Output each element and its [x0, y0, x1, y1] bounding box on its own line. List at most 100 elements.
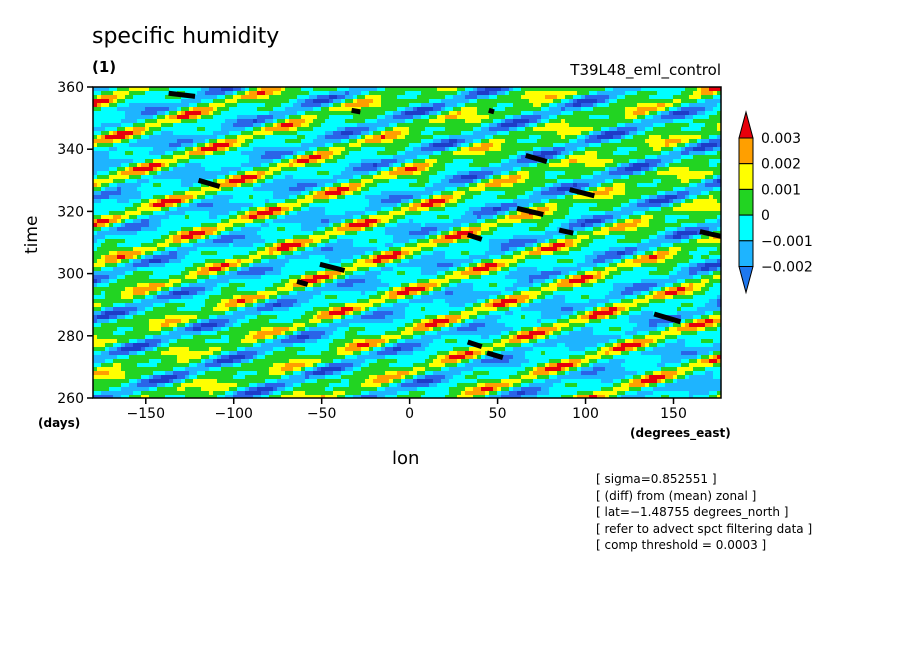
heatmap-cell: [709, 191, 713, 195]
heatmap-cell: [285, 127, 289, 131]
heatmap-cell: [261, 187, 265, 191]
heatmap-cell: [677, 111, 681, 115]
heatmap-cell: [613, 175, 617, 179]
heatmap-cell: [621, 147, 625, 151]
heatmap-cell: [157, 147, 161, 151]
heatmap-cell: [329, 175, 333, 179]
heatmap-cell: [645, 91, 649, 95]
heatmap-cell: [213, 127, 217, 131]
heatmap-cell: [429, 211, 433, 215]
heatmap-cell: [341, 167, 345, 171]
heatmap-cell: [457, 111, 461, 115]
heatmap-cell: [549, 167, 553, 171]
heatmap-cell: [497, 207, 501, 211]
heatmap-cell: [617, 123, 621, 127]
heatmap-cell: [225, 183, 229, 187]
heatmap-cell: [593, 171, 597, 175]
chart-subtitle: (1): [92, 58, 117, 76]
heatmap-cell: [321, 199, 325, 203]
heatmap-cell: [425, 111, 429, 115]
heatmap-cell: [485, 115, 489, 119]
heatmap-cell: [109, 103, 113, 107]
heatmap-cell: [345, 163, 349, 167]
heatmap-cell: [705, 171, 709, 175]
heatmap-cell: [137, 183, 141, 187]
heatmap-cell: [593, 195, 597, 199]
heatmap-cell: [465, 111, 469, 115]
heatmap-cell: [369, 159, 373, 163]
heatmap-cell: [581, 167, 585, 171]
heatmap-cell: [413, 203, 417, 207]
heatmap-cell: [189, 139, 193, 143]
heatmap-cell: [97, 171, 101, 175]
heatmap-cell: [549, 87, 553, 91]
heatmap-cell: [593, 87, 597, 91]
heatmap-cell: [541, 119, 545, 123]
heatmap-cell: [145, 151, 149, 155]
heatmap-cell: [217, 123, 221, 127]
heatmap-cell: [569, 207, 573, 211]
heatmap-cell: [253, 163, 257, 167]
heatmap-cell: [509, 175, 513, 179]
heatmap-cell: [513, 203, 517, 207]
heatmap-cell: [705, 187, 709, 191]
heatmap-cell: [209, 195, 213, 199]
heatmap-cell: [333, 135, 337, 139]
heatmap-cell: [293, 135, 297, 139]
heatmap-cell: [673, 143, 677, 147]
heatmap-cell: [97, 123, 101, 127]
heatmap-cell: [665, 99, 669, 103]
heatmap-cell: [457, 171, 461, 175]
heatmap-cell: [477, 179, 481, 183]
heatmap-cell: [205, 123, 209, 127]
heatmap-cell: [365, 191, 369, 195]
heatmap-cell: [285, 107, 289, 111]
heatmap-cell: [157, 163, 161, 167]
heatmap-cell: [309, 111, 313, 115]
heatmap-cell: [253, 183, 257, 187]
heatmap-cell: [485, 147, 489, 151]
heatmap-cell: [557, 131, 561, 135]
heatmap-cell: [529, 143, 533, 147]
heatmap-cell: [421, 167, 425, 171]
heatmap-cell: [437, 211, 441, 215]
heatmap-cell: [229, 167, 233, 171]
heatmap-cell: [505, 143, 509, 147]
heatmap-cell: [293, 183, 297, 187]
heatmap-cell: [301, 127, 305, 131]
heatmap-cell: [613, 119, 617, 123]
heatmap-cell: [413, 143, 417, 147]
heatmap-cell: [497, 211, 501, 215]
heatmap-cell: [161, 99, 165, 103]
heatmap-cell: [537, 127, 541, 131]
heatmap-cell: [149, 155, 153, 159]
heatmap-cell: [485, 203, 489, 207]
heatmap-cell: [97, 107, 101, 111]
heatmap-cell: [629, 95, 633, 99]
heatmap-cell: [609, 107, 613, 111]
heatmap-cell: [185, 151, 189, 155]
heatmap-cell: [329, 123, 333, 127]
heatmap-cell: [97, 183, 101, 187]
heatmap-cell: [137, 179, 141, 183]
heatmap-cell: [329, 159, 333, 163]
heatmap-cell: [189, 119, 193, 123]
heatmap-cell: [261, 87, 265, 91]
heatmap-cell: [121, 91, 125, 95]
heatmap-cell: [681, 199, 685, 203]
heatmap-cell: [501, 167, 505, 171]
heatmap-cell: [409, 115, 413, 119]
heatmap-cell: [105, 119, 109, 123]
heatmap-cell: [137, 191, 141, 195]
heatmap-cell: [541, 91, 545, 95]
heatmap-cell: [217, 155, 221, 159]
heatmap-cell: [165, 95, 169, 99]
heatmap-cell: [281, 211, 285, 215]
heatmap-cell: [693, 179, 697, 183]
heatmap-cell: [193, 119, 197, 123]
heatmap-cell: [325, 143, 329, 147]
heatmap-cell: [425, 127, 429, 131]
heatmap-cell: [249, 99, 253, 103]
heatmap-cell: [401, 123, 405, 127]
heatmap-cell: [601, 135, 605, 139]
